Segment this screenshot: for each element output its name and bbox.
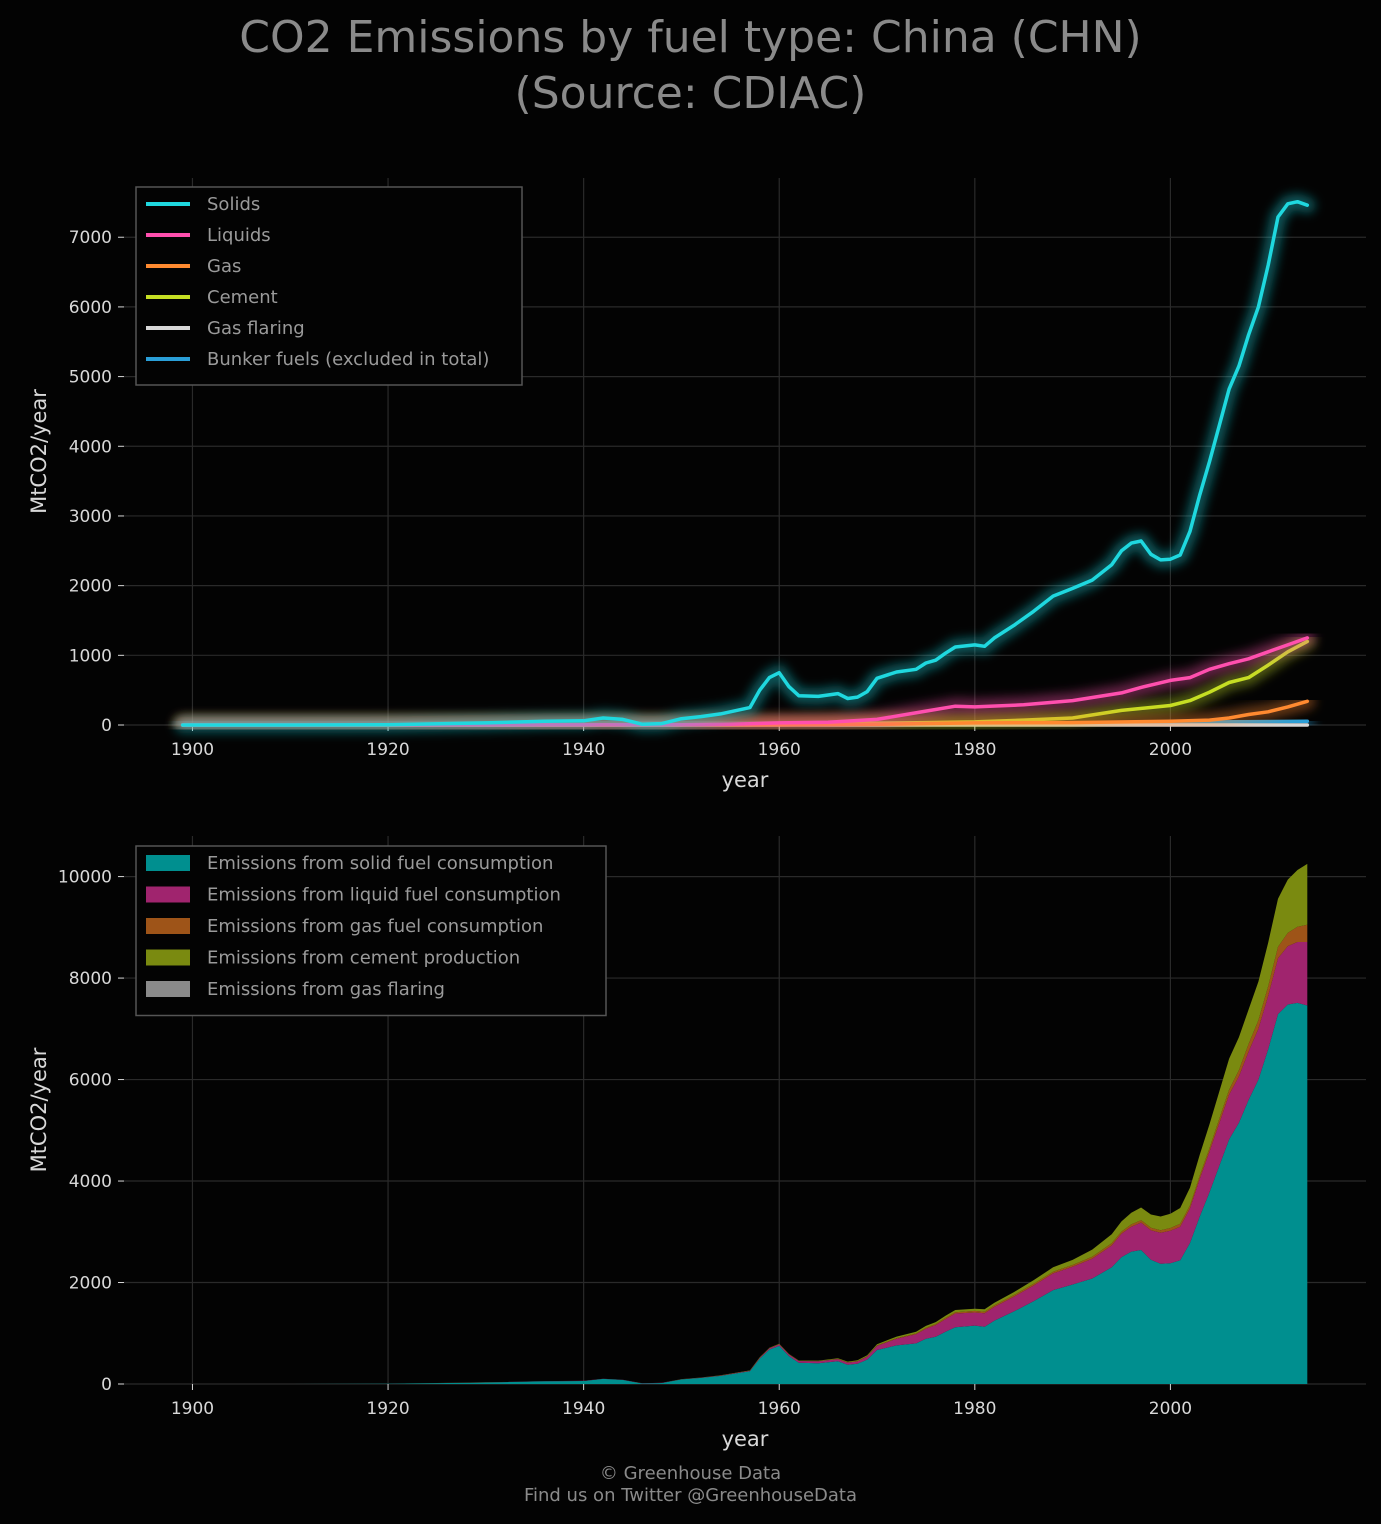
footer-twitter: Find us on Twitter @GreenhouseData (523, 1485, 858, 1506)
y-tick-label: 4000 (69, 437, 112, 457)
y-tick-label: 5000 (69, 368, 112, 388)
legend-label: Emissions from liquid fuel consumption (207, 885, 561, 906)
y-tick-label: 8000 (69, 969, 112, 989)
y-tick-label: 10000 (58, 868, 112, 888)
x-tick-label: 1960 (758, 740, 801, 760)
legend-swatch (146, 981, 190, 997)
legend-box (135, 186, 523, 386)
legend-box (135, 845, 607, 1017)
y-tick-label: 2000 (69, 577, 112, 597)
x-tick-label: 1920 (366, 740, 409, 760)
legend-label: Emissions from gas fuel consumption (207, 916, 543, 937)
x-tick-label: 1980 (953, 740, 996, 760)
x-tick-label: 2000 (1149, 1399, 1192, 1419)
x-tick-label: 1920 (366, 1399, 409, 1419)
series-line-solids (180, 199, 1310, 727)
y-tick-label: 6000 (69, 1071, 112, 1091)
y-axis-label: MtCO2/year (27, 389, 51, 514)
y-tick-label: 4000 (69, 1172, 112, 1192)
x-tick-label: 1980 (953, 1399, 996, 1419)
x-axis-label: year (722, 768, 769, 792)
x-tick-label: 1940 (562, 740, 605, 760)
area-area_solid (182, 1002, 1308, 1384)
legend-swatch (146, 918, 190, 934)
legend-swatch (146, 949, 190, 966)
y-tick-label: 7000 (69, 228, 112, 248)
footer-copyright: © Greenhouse Data (599, 1463, 782, 1484)
footer: © Greenhouse Data Find us on Twitter @Gr… (0, 1463, 1381, 1507)
chart-title: CO2 Emissions by fuel type: China (CHN) … (0, 10, 1381, 122)
y-tick-label: 6000 (69, 298, 112, 318)
y-axis-label: MtCO2/year (27, 1047, 51, 1172)
y-tick-label: 2000 (69, 1274, 112, 1294)
y-tick-label: 0 (101, 1375, 112, 1395)
legend-label: Gas (207, 256, 241, 277)
line-chart-panel: 1900 1920 1940 1960 1980 2000 0 1000 2000 3000 400… (27, 178, 1366, 792)
legend-label: Cement (207, 287, 278, 308)
y-tick-label: 0 (101, 716, 112, 736)
series-line-liquids (180, 636, 1310, 727)
x-tick-label: 1960 (758, 1399, 801, 1419)
x-tick-label: 2000 (1149, 740, 1192, 760)
legend-label: Liquids (207, 225, 271, 246)
y-tick-label: 3000 (69, 507, 112, 527)
legend-swatch (146, 886, 190, 903)
legend-label: Gas flaring (207, 318, 305, 339)
legend-label: Emissions from solid fuel consumption (207, 853, 553, 874)
x-tick-label: 1900 (171, 740, 214, 760)
legend-label: Solids (207, 194, 260, 215)
legend-label: Bunker fuels (excluded in total) (207, 349, 489, 370)
x-tick-label: 1900 (171, 1399, 214, 1419)
legend-swatch (146, 855, 190, 871)
y-tick-label: 1000 (69, 646, 112, 666)
legend-label: Emissions from gas flaring (207, 979, 445, 1000)
x-tick-label: 1940 (562, 1399, 605, 1419)
area-chart-panel: 1900 1920 1940 1960 1980 2000 0 2000 4000 6000 800… (27, 836, 1366, 1451)
x-axis-label: year (722, 1427, 769, 1451)
legend-label: Emissions from cement production (207, 948, 520, 969)
chart-title-line2: (Source: CDIAC) (514, 68, 867, 119)
chart-title-line1: CO2 Emissions by fuel type: China (CHN) (239, 12, 1142, 63)
